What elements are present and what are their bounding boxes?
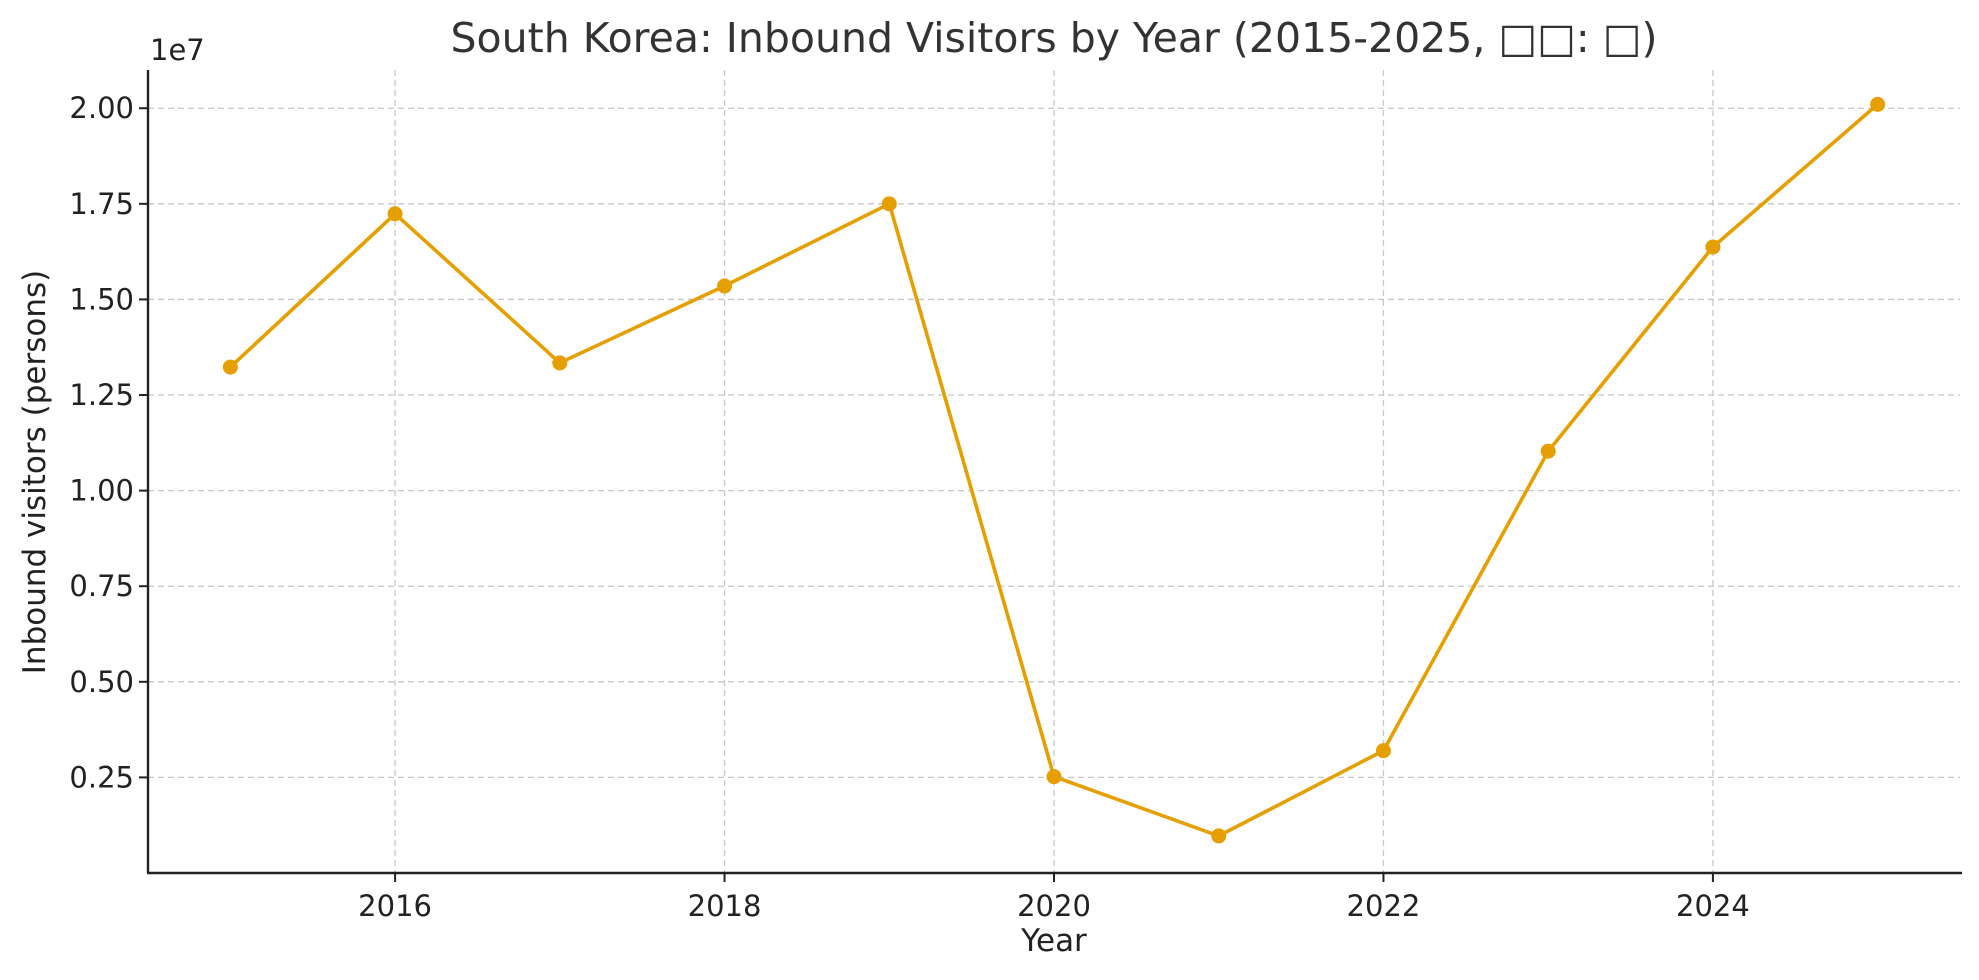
x-tick-label: 2020 xyxy=(1017,889,1091,923)
y-tick-label: 1.75 xyxy=(69,187,134,221)
y-offset-label: 1e7 xyxy=(150,33,205,67)
y-tick-label: 0.50 xyxy=(69,665,134,699)
data-point xyxy=(1705,239,1721,255)
y-tick-label: 1.50 xyxy=(69,282,134,316)
tick-marks: 2016 2018 2020 2022 2024 0.25 0.50 0.75 1.00 1.25… xyxy=(69,91,1749,923)
data-point xyxy=(552,355,568,371)
data-series xyxy=(222,96,1886,844)
data-point xyxy=(1211,828,1227,844)
y-tick-label: 0.75 xyxy=(69,569,134,603)
grid-lines xyxy=(148,70,1960,873)
data-point xyxy=(1540,443,1556,459)
x-axis-label: Year xyxy=(1020,923,1087,959)
data-point xyxy=(1375,743,1391,759)
data-point xyxy=(222,359,238,375)
y-axis-label: Inbound visitors (persons) xyxy=(17,270,53,674)
y-tick-label: 1.25 xyxy=(69,378,134,412)
x-tick-label: 2018 xyxy=(688,889,762,923)
y-tick-label: 1.00 xyxy=(69,474,134,508)
x-tick-label: 2024 xyxy=(1676,889,1750,923)
data-point xyxy=(717,278,733,294)
x-tick-label: 2022 xyxy=(1347,889,1421,923)
y-tick-label: 2.00 xyxy=(69,91,134,125)
data-point xyxy=(1870,96,1886,112)
x-tick-label: 2016 xyxy=(358,889,432,923)
data-point xyxy=(387,206,403,222)
data-point xyxy=(881,196,897,212)
chart-title: South Korea: Inbound Visitors by Year (2… xyxy=(451,14,1658,62)
data-point xyxy=(1046,769,1062,785)
y-tick-label: 0.25 xyxy=(69,760,134,794)
